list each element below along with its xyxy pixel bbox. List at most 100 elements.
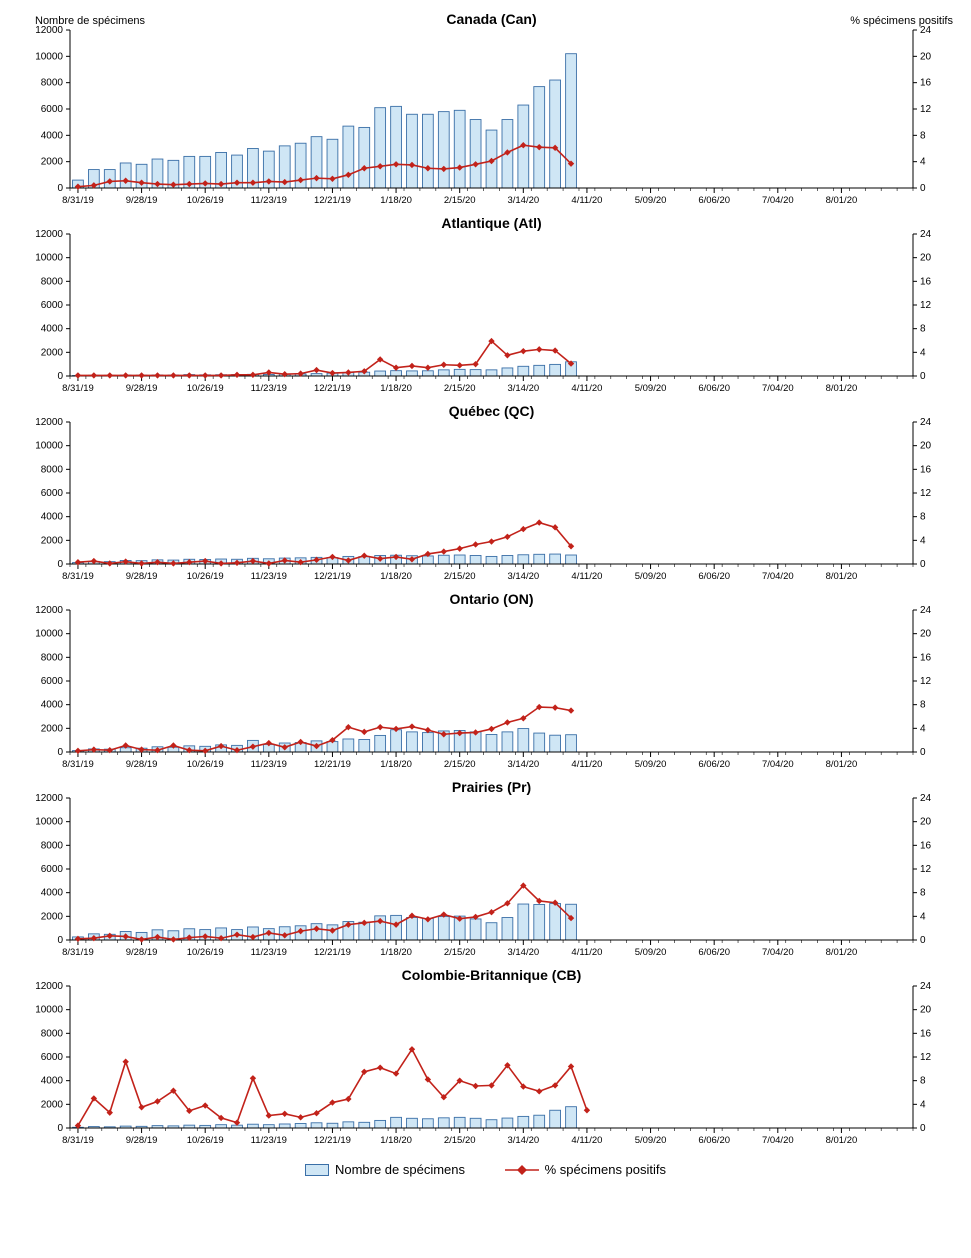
bar: [486, 556, 497, 564]
svg-text:12: 12: [920, 300, 932, 311]
chart-svg-prairies: Prairies (Pr)020004000600080001000012000…: [15, 782, 955, 962]
svg-text:4: 4: [920, 1099, 926, 1110]
svg-text:8000: 8000: [41, 1028, 64, 1039]
svg-text:10000: 10000: [35, 441, 63, 452]
panel-title: Colombie-Britannique (CB): [402, 970, 582, 983]
pct-marker: [202, 372, 208, 378]
bar: [534, 905, 545, 941]
pct-marker: [552, 704, 558, 710]
bar: [550, 554, 561, 564]
svg-text:7/04/20: 7/04/20: [762, 947, 794, 958]
panel-title: Québec (QC): [449, 406, 535, 419]
pct-marker: [536, 1088, 542, 1094]
bar: [422, 556, 433, 564]
svg-text:3/14/20: 3/14/20: [507, 571, 539, 582]
svg-text:1/18/20: 1/18/20: [380, 759, 412, 770]
svg-text:10000: 10000: [35, 1005, 63, 1016]
svg-text:8000: 8000: [41, 276, 64, 287]
bar: [534, 365, 545, 376]
svg-text:8/01/20: 8/01/20: [826, 947, 858, 958]
svg-text:7/04/20: 7/04/20: [762, 759, 794, 770]
svg-text:11/23/19: 11/23/19: [251, 947, 287, 958]
svg-text:9/28/19: 9/28/19: [126, 947, 158, 958]
svg-text:6/06/20: 6/06/20: [698, 759, 730, 770]
svg-text:2000: 2000: [41, 347, 64, 358]
svg-text:16: 16: [920, 1028, 932, 1039]
svg-text:8: 8: [920, 1076, 926, 1087]
bar: [438, 370, 449, 376]
bar: [407, 371, 418, 376]
svg-text:8/01/20: 8/01/20: [826, 759, 858, 770]
panel-atlantique: Atlantique (Atl)020004000600080001000012…: [15, 218, 956, 398]
svg-text:4: 4: [920, 911, 926, 922]
pct-marker: [488, 909, 494, 915]
pct-marker: [91, 372, 97, 378]
svg-text:4000: 4000: [41, 888, 64, 899]
legend-bars-label: Nombre de spécimens: [335, 1162, 465, 1177]
chart-svg-canada: Canada (Can)Nombre de spécimens% spécime…: [15, 10, 955, 210]
panel-title: Prairies (Pr): [452, 782, 531, 795]
bar: [502, 555, 513, 564]
svg-text:6/06/20: 6/06/20: [698, 1135, 730, 1146]
pct-marker: [266, 1112, 272, 1118]
svg-text:7/04/20: 7/04/20: [762, 383, 794, 394]
svg-text:4000: 4000: [41, 1076, 64, 1087]
bar: [518, 366, 529, 376]
svg-text:3/14/20: 3/14/20: [507, 759, 539, 770]
legend-bars-swatch: [305, 1164, 329, 1176]
svg-text:11/23/19: 11/23/19: [251, 759, 287, 770]
svg-text:6000: 6000: [41, 676, 64, 687]
chart-svg-quebec: Québec (QC)02000400060008000100001200004…: [15, 406, 955, 586]
svg-text:8000: 8000: [41, 78, 64, 89]
svg-text:6/06/20: 6/06/20: [698, 947, 730, 958]
svg-text:12/21/19: 12/21/19: [314, 383, 351, 394]
bar: [120, 163, 131, 188]
pct-line: [78, 1049, 587, 1125]
pct-marker: [250, 372, 256, 378]
bar: [566, 1107, 577, 1128]
svg-text:10000: 10000: [35, 629, 63, 640]
bar: [438, 112, 449, 188]
bar: [470, 1118, 481, 1128]
svg-text:0: 0: [920, 1123, 926, 1134]
svg-text:4000: 4000: [41, 130, 64, 141]
svg-text:10/26/19: 10/26/19: [187, 1135, 224, 1146]
svg-text:10000: 10000: [35, 817, 63, 828]
svg-text:6000: 6000: [41, 104, 64, 115]
bar: [470, 370, 481, 376]
svg-text:1/18/20: 1/18/20: [380, 1135, 412, 1146]
pct-marker: [456, 545, 462, 551]
pct-marker: [75, 372, 81, 378]
svg-text:12: 12: [920, 864, 932, 875]
pct-marker: [488, 538, 494, 544]
chart-svg-atlantique: Atlantique (Atl)020004000600080001000012…: [15, 218, 955, 398]
pct-marker: [122, 1059, 128, 1065]
pct-marker: [504, 534, 510, 540]
bar: [566, 735, 577, 752]
svg-text:12000: 12000: [35, 981, 63, 992]
svg-text:8/31/19: 8/31/19: [62, 1135, 94, 1146]
pct-marker: [107, 560, 113, 566]
svg-text:8/01/20: 8/01/20: [826, 383, 858, 394]
bar: [502, 1118, 513, 1128]
bar: [375, 735, 386, 752]
svg-text:20: 20: [920, 629, 932, 640]
bar: [359, 739, 370, 752]
pct-marker: [297, 1114, 303, 1120]
bar: [454, 369, 465, 376]
svg-text:0: 0: [920, 371, 926, 382]
bar: [438, 917, 449, 940]
pct-marker: [568, 707, 574, 713]
svg-text:24: 24: [920, 793, 932, 804]
svg-text:12000: 12000: [35, 25, 63, 36]
pct-marker: [536, 519, 542, 525]
svg-text:2/15/20: 2/15/20: [444, 947, 476, 958]
svg-text:7/04/20: 7/04/20: [762, 195, 794, 206]
svg-text:2/15/20: 2/15/20: [444, 383, 476, 394]
pct-marker: [393, 365, 399, 371]
svg-text:24: 24: [920, 229, 932, 240]
svg-text:5/09/20: 5/09/20: [635, 759, 667, 770]
svg-text:10000: 10000: [35, 253, 63, 264]
bar: [534, 554, 545, 564]
bar: [518, 555, 529, 564]
